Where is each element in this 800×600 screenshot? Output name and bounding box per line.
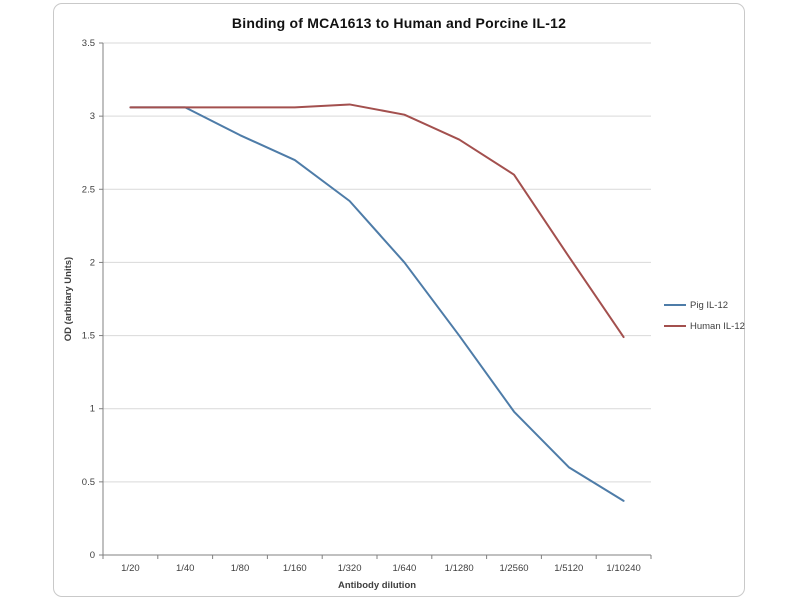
x-tick-label: 1/5120 <box>554 563 583 574</box>
y-tick-label: 3.5 <box>82 38 95 49</box>
x-axis-title: Antibody dilution <box>338 580 416 591</box>
y-tick-label: 3 <box>90 111 95 122</box>
x-tick-label: 1/10240 <box>606 563 640 574</box>
y-tick-label: 1 <box>90 404 95 415</box>
x-tick-label: 1/80 <box>231 563 250 574</box>
y-tick-label: 0 <box>90 550 95 561</box>
y-axis-title: OD (arbitary Units) <box>63 257 74 341</box>
x-tick-label: 1/640 <box>393 563 417 574</box>
chart-title: Binding of MCA1613 to Human and Porcine … <box>231 15 567 31</box>
y-tick-label: 2.5 <box>82 184 95 195</box>
x-tick-label: 1/160 <box>283 563 307 574</box>
series-line-human-il-12 <box>129 103 625 339</box>
x-tick-label: 1/2560 <box>499 563 528 574</box>
x-tick-label: 1/1280 <box>445 563 474 574</box>
x-tick-label: 1/20 <box>121 563 139 574</box>
y-tick-label: 2 <box>90 257 95 268</box>
x-tick-label: 1/40 <box>176 563 195 574</box>
x-tick-label: 1/320 <box>338 563 362 574</box>
legend-label: Human IL-12 <box>690 321 745 332</box>
legend-label: Pig IL-12 <box>690 300 728 311</box>
y-tick-label: 0.5 <box>82 477 95 488</box>
series-line-pig-il-12 <box>129 106 625 502</box>
line-chart: Antibody dilution OD (arbitary Units) 0 0… <box>63 38 745 591</box>
chart-frame: Binding of MCA1613 to Human and Porcine … <box>53 3 745 597</box>
y-tick-label: 1.5 <box>82 331 95 342</box>
